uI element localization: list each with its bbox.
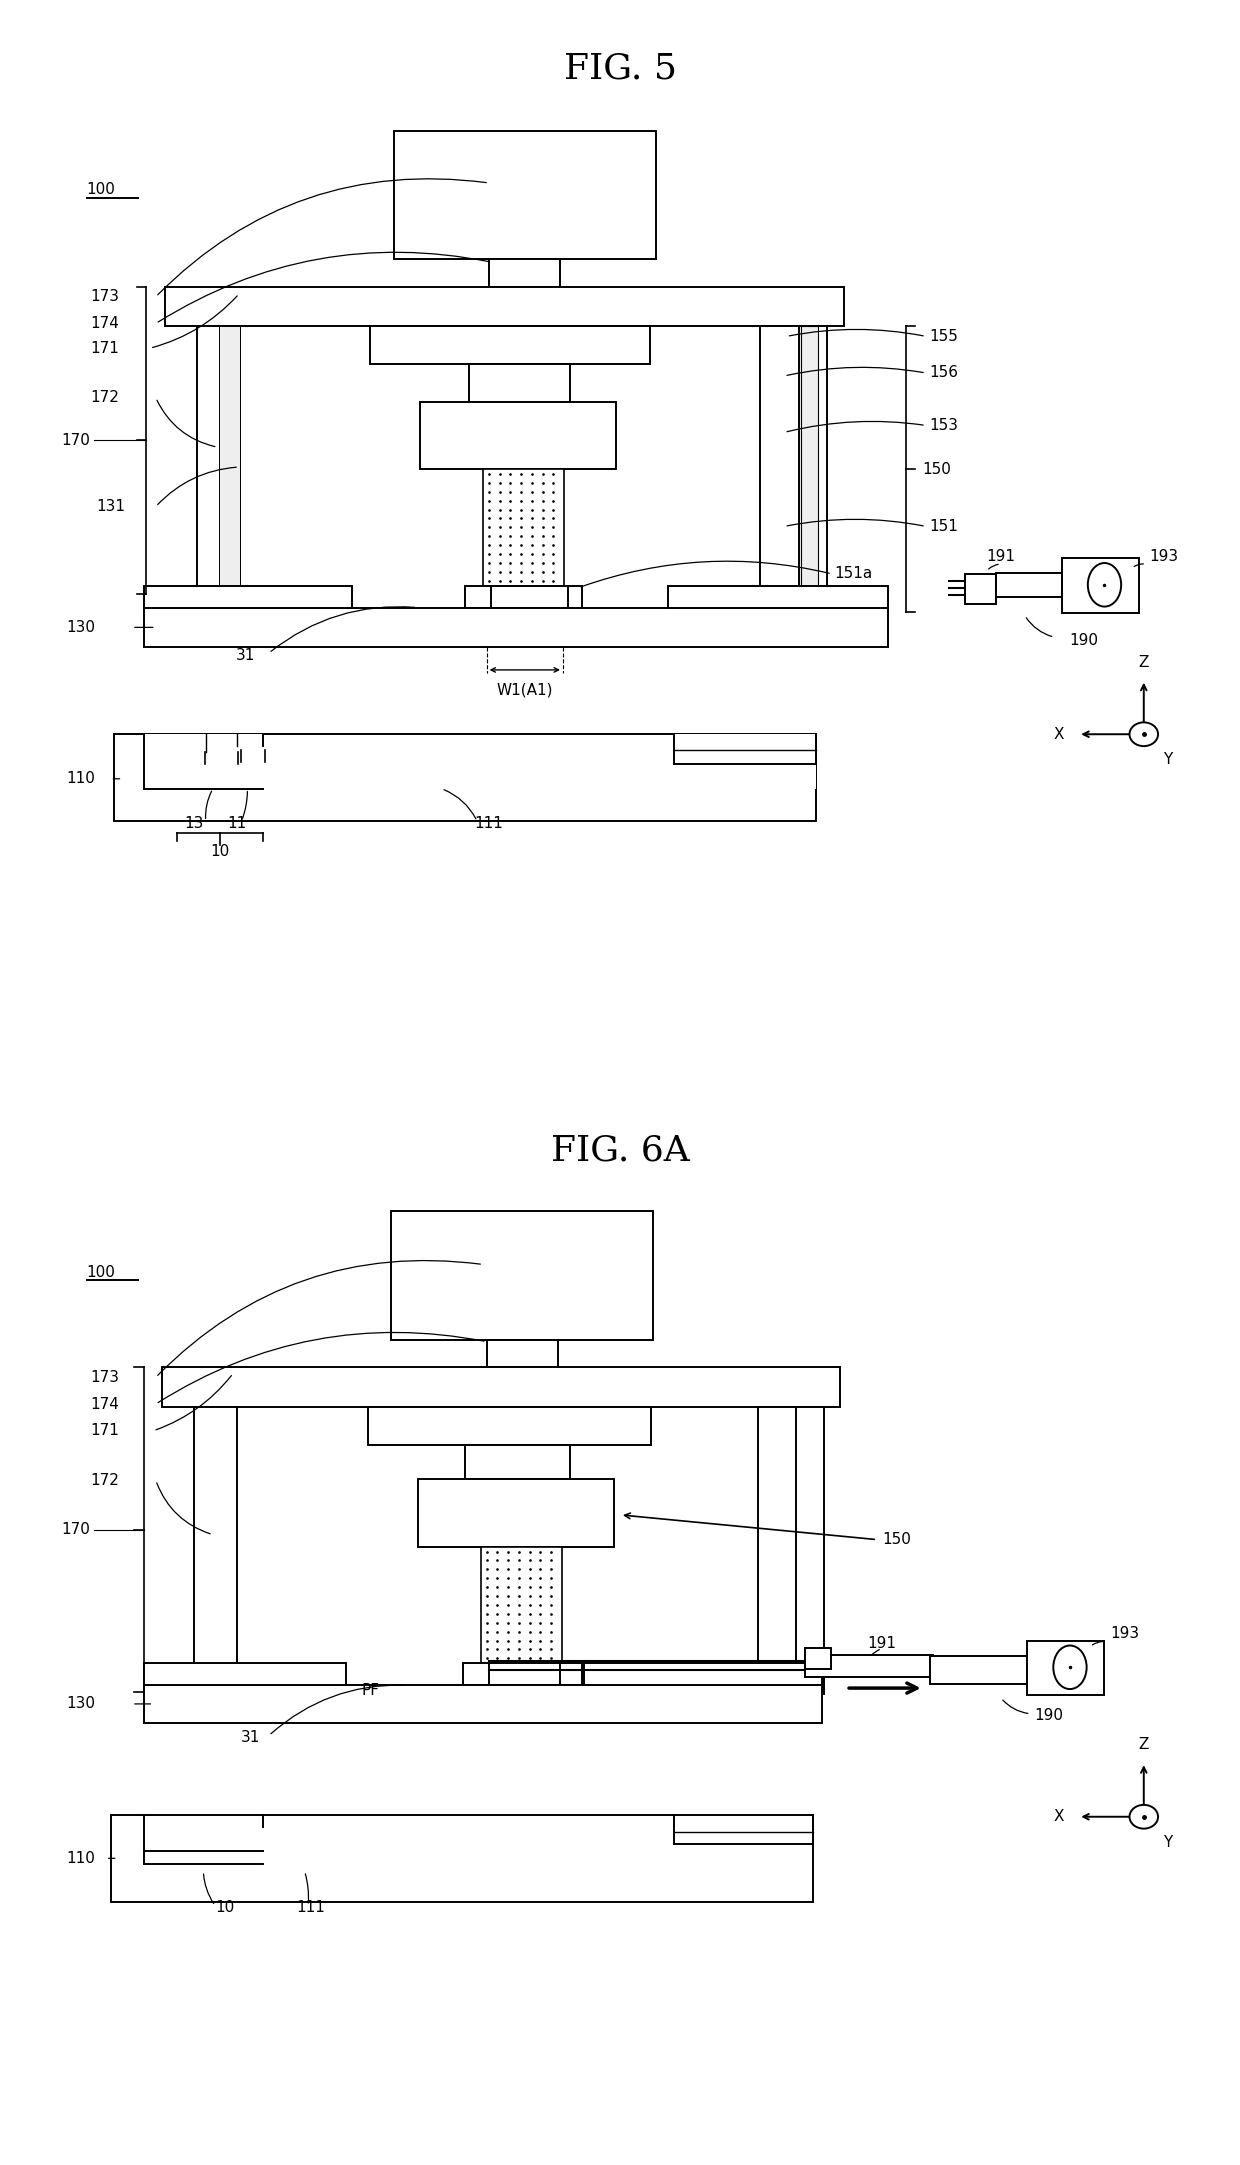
Bar — [1027, 1641, 1105, 1695]
Text: 153: 153 — [930, 418, 959, 433]
Text: PF: PF — [361, 1682, 379, 1697]
Text: 100: 100 — [87, 182, 115, 197]
Bar — [418, 1479, 614, 1546]
Bar — [489, 260, 560, 288]
Bar — [144, 587, 352, 608]
Bar — [420, 403, 616, 470]
Text: Y: Y — [1163, 1834, 1172, 1849]
Text: 193: 193 — [1111, 1626, 1140, 1641]
Bar — [484, 470, 564, 587]
Text: 171: 171 — [91, 1422, 119, 1438]
Text: 131: 131 — [97, 500, 125, 513]
Text: 172: 172 — [91, 390, 119, 405]
Text: 156: 156 — [930, 366, 959, 381]
Bar — [1061, 559, 1140, 613]
Ellipse shape — [1087, 563, 1121, 606]
Text: Z: Z — [1138, 656, 1149, 669]
Text: 10: 10 — [216, 1901, 234, 1916]
Ellipse shape — [1053, 1645, 1086, 1689]
Bar — [930, 1656, 1027, 1684]
Bar — [805, 1648, 831, 1669]
Bar — [481, 1546, 562, 1663]
Text: 31: 31 — [242, 1730, 260, 1745]
Bar — [469, 364, 570, 403]
Text: 111: 111 — [475, 816, 503, 831]
Bar — [114, 734, 816, 821]
Bar — [197, 327, 241, 593]
Text: 190: 190 — [1070, 632, 1099, 647]
Text: X: X — [1054, 727, 1064, 743]
Text: 111: 111 — [296, 1901, 325, 1916]
Text: 174: 174 — [91, 1396, 119, 1412]
Text: 11: 11 — [227, 816, 247, 831]
Text: 172: 172 — [91, 1472, 119, 1487]
Bar — [392, 1210, 653, 1340]
Bar — [144, 1663, 346, 1684]
Text: 171: 171 — [91, 340, 119, 355]
Text: FIG. 6A: FIG. 6A — [551, 1134, 689, 1167]
Text: 193: 193 — [1149, 548, 1179, 563]
Text: 110: 110 — [67, 1851, 95, 1866]
Bar — [465, 587, 582, 608]
Text: 31: 31 — [236, 647, 254, 662]
Bar — [165, 288, 843, 327]
Bar — [465, 1444, 570, 1479]
Bar — [144, 734, 263, 788]
Text: FIG. 5: FIG. 5 — [563, 52, 677, 84]
Text: 130: 130 — [67, 619, 95, 634]
Bar — [784, 327, 806, 593]
Bar — [805, 1656, 932, 1678]
Bar — [667, 587, 888, 608]
Bar — [801, 327, 817, 611]
Bar — [193, 1407, 237, 1693]
Bar — [110, 1814, 813, 1901]
Text: 155: 155 — [930, 329, 959, 344]
Text: 151a: 151a — [835, 567, 873, 582]
Text: 170: 170 — [62, 1522, 91, 1537]
Text: X: X — [1054, 1810, 1064, 1825]
Text: Y: Y — [1163, 751, 1172, 766]
Text: 150: 150 — [923, 461, 951, 476]
Text: 190: 190 — [1034, 1708, 1063, 1723]
Bar — [584, 1663, 822, 1684]
Text: 173: 173 — [91, 1370, 119, 1386]
Bar — [218, 327, 241, 593]
Bar — [784, 327, 827, 593]
Circle shape — [1130, 1806, 1158, 1829]
Bar — [996, 574, 1061, 598]
Text: 13: 13 — [185, 816, 203, 831]
Bar — [161, 1368, 841, 1407]
Text: Z: Z — [1138, 1738, 1149, 1751]
Text: 110: 110 — [67, 771, 95, 786]
Text: 130: 130 — [67, 1697, 95, 1710]
Text: 151: 151 — [930, 520, 959, 535]
Bar — [760, 327, 799, 611]
Bar — [781, 1407, 823, 1693]
Bar — [673, 734, 816, 788]
Text: 170: 170 — [62, 433, 91, 448]
Bar — [370, 327, 650, 364]
Text: W1(A1): W1(A1) — [496, 682, 553, 697]
Bar — [486, 1340, 558, 1368]
Bar — [367, 1407, 651, 1444]
Bar — [758, 1407, 796, 1693]
Text: 173: 173 — [91, 290, 119, 305]
Text: 174: 174 — [91, 316, 119, 331]
Text: 10: 10 — [211, 844, 229, 860]
Circle shape — [1130, 723, 1158, 747]
Bar — [144, 608, 888, 647]
Text: 150: 150 — [882, 1533, 910, 1548]
Bar — [965, 574, 996, 604]
Text: 100: 100 — [87, 1264, 115, 1280]
Bar — [144, 1684, 822, 1723]
Text: 191: 191 — [987, 548, 1016, 563]
Bar — [463, 1663, 582, 1684]
Text: 191: 191 — [868, 1637, 897, 1652]
Bar — [394, 130, 656, 260]
